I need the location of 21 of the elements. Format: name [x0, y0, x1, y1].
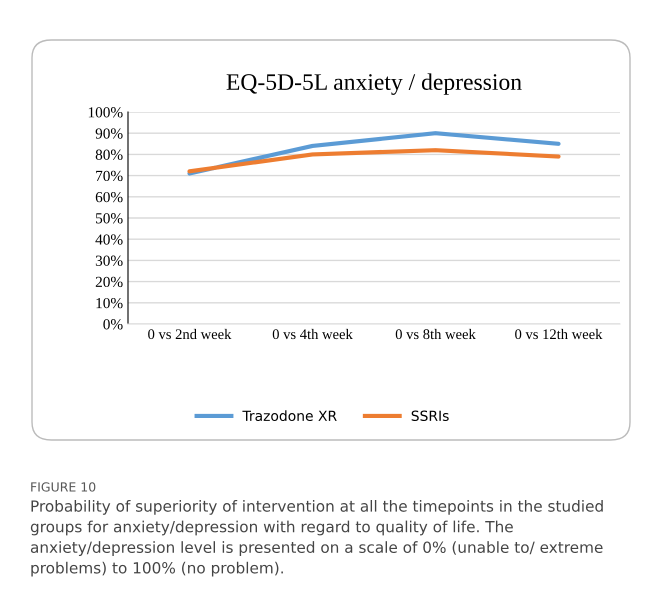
x-tick-label: 0 vs 8th week — [396, 328, 476, 340]
y-tick-label: 70% — [96, 170, 123, 182]
caption: FIGURE 10 — [31, 482, 96, 492]
text: Probability of superiority of intervention at all the timepoints in the studied groups for anxiety/depression with regard to quality of life. The anxiety/depression level is presented on a scale of 0% (unable to/ extreme problems) to 100% (no problem). — [30, 500, 603, 577]
y-tick-label: 100% — [88, 107, 123, 118]
y-tick-label: 30% — [96, 256, 123, 266]
y-tick-label: 20% — [96, 276, 123, 288]
x-tick-label: 0 vs 2nd week — [148, 328, 232, 340]
y-tick-label: 40% — [95, 234, 123, 245]
x-tick-label: 0 vs 12th week — [515, 328, 602, 340]
x-tick-label: 0 vs 4th week — [272, 328, 353, 340]
y-tick-label: 50% — [96, 213, 123, 224]
y-tick-label: 60% — [96, 192, 123, 202]
y-tick-label: 0% — [103, 319, 123, 330]
legend-label: Trazodone XR — [242, 410, 337, 422]
legend-label: SSRIs — [412, 410, 449, 422]
y-tick-label: 90% — [96, 128, 123, 139]
line-series — [187, 148, 561, 174]
y-tick-label: 80% — [96, 150, 123, 160]
chart-title: EQ-5D-5L anxiety / depression — [226, 73, 522, 95]
y-tick-label: 10% — [96, 298, 123, 308]
